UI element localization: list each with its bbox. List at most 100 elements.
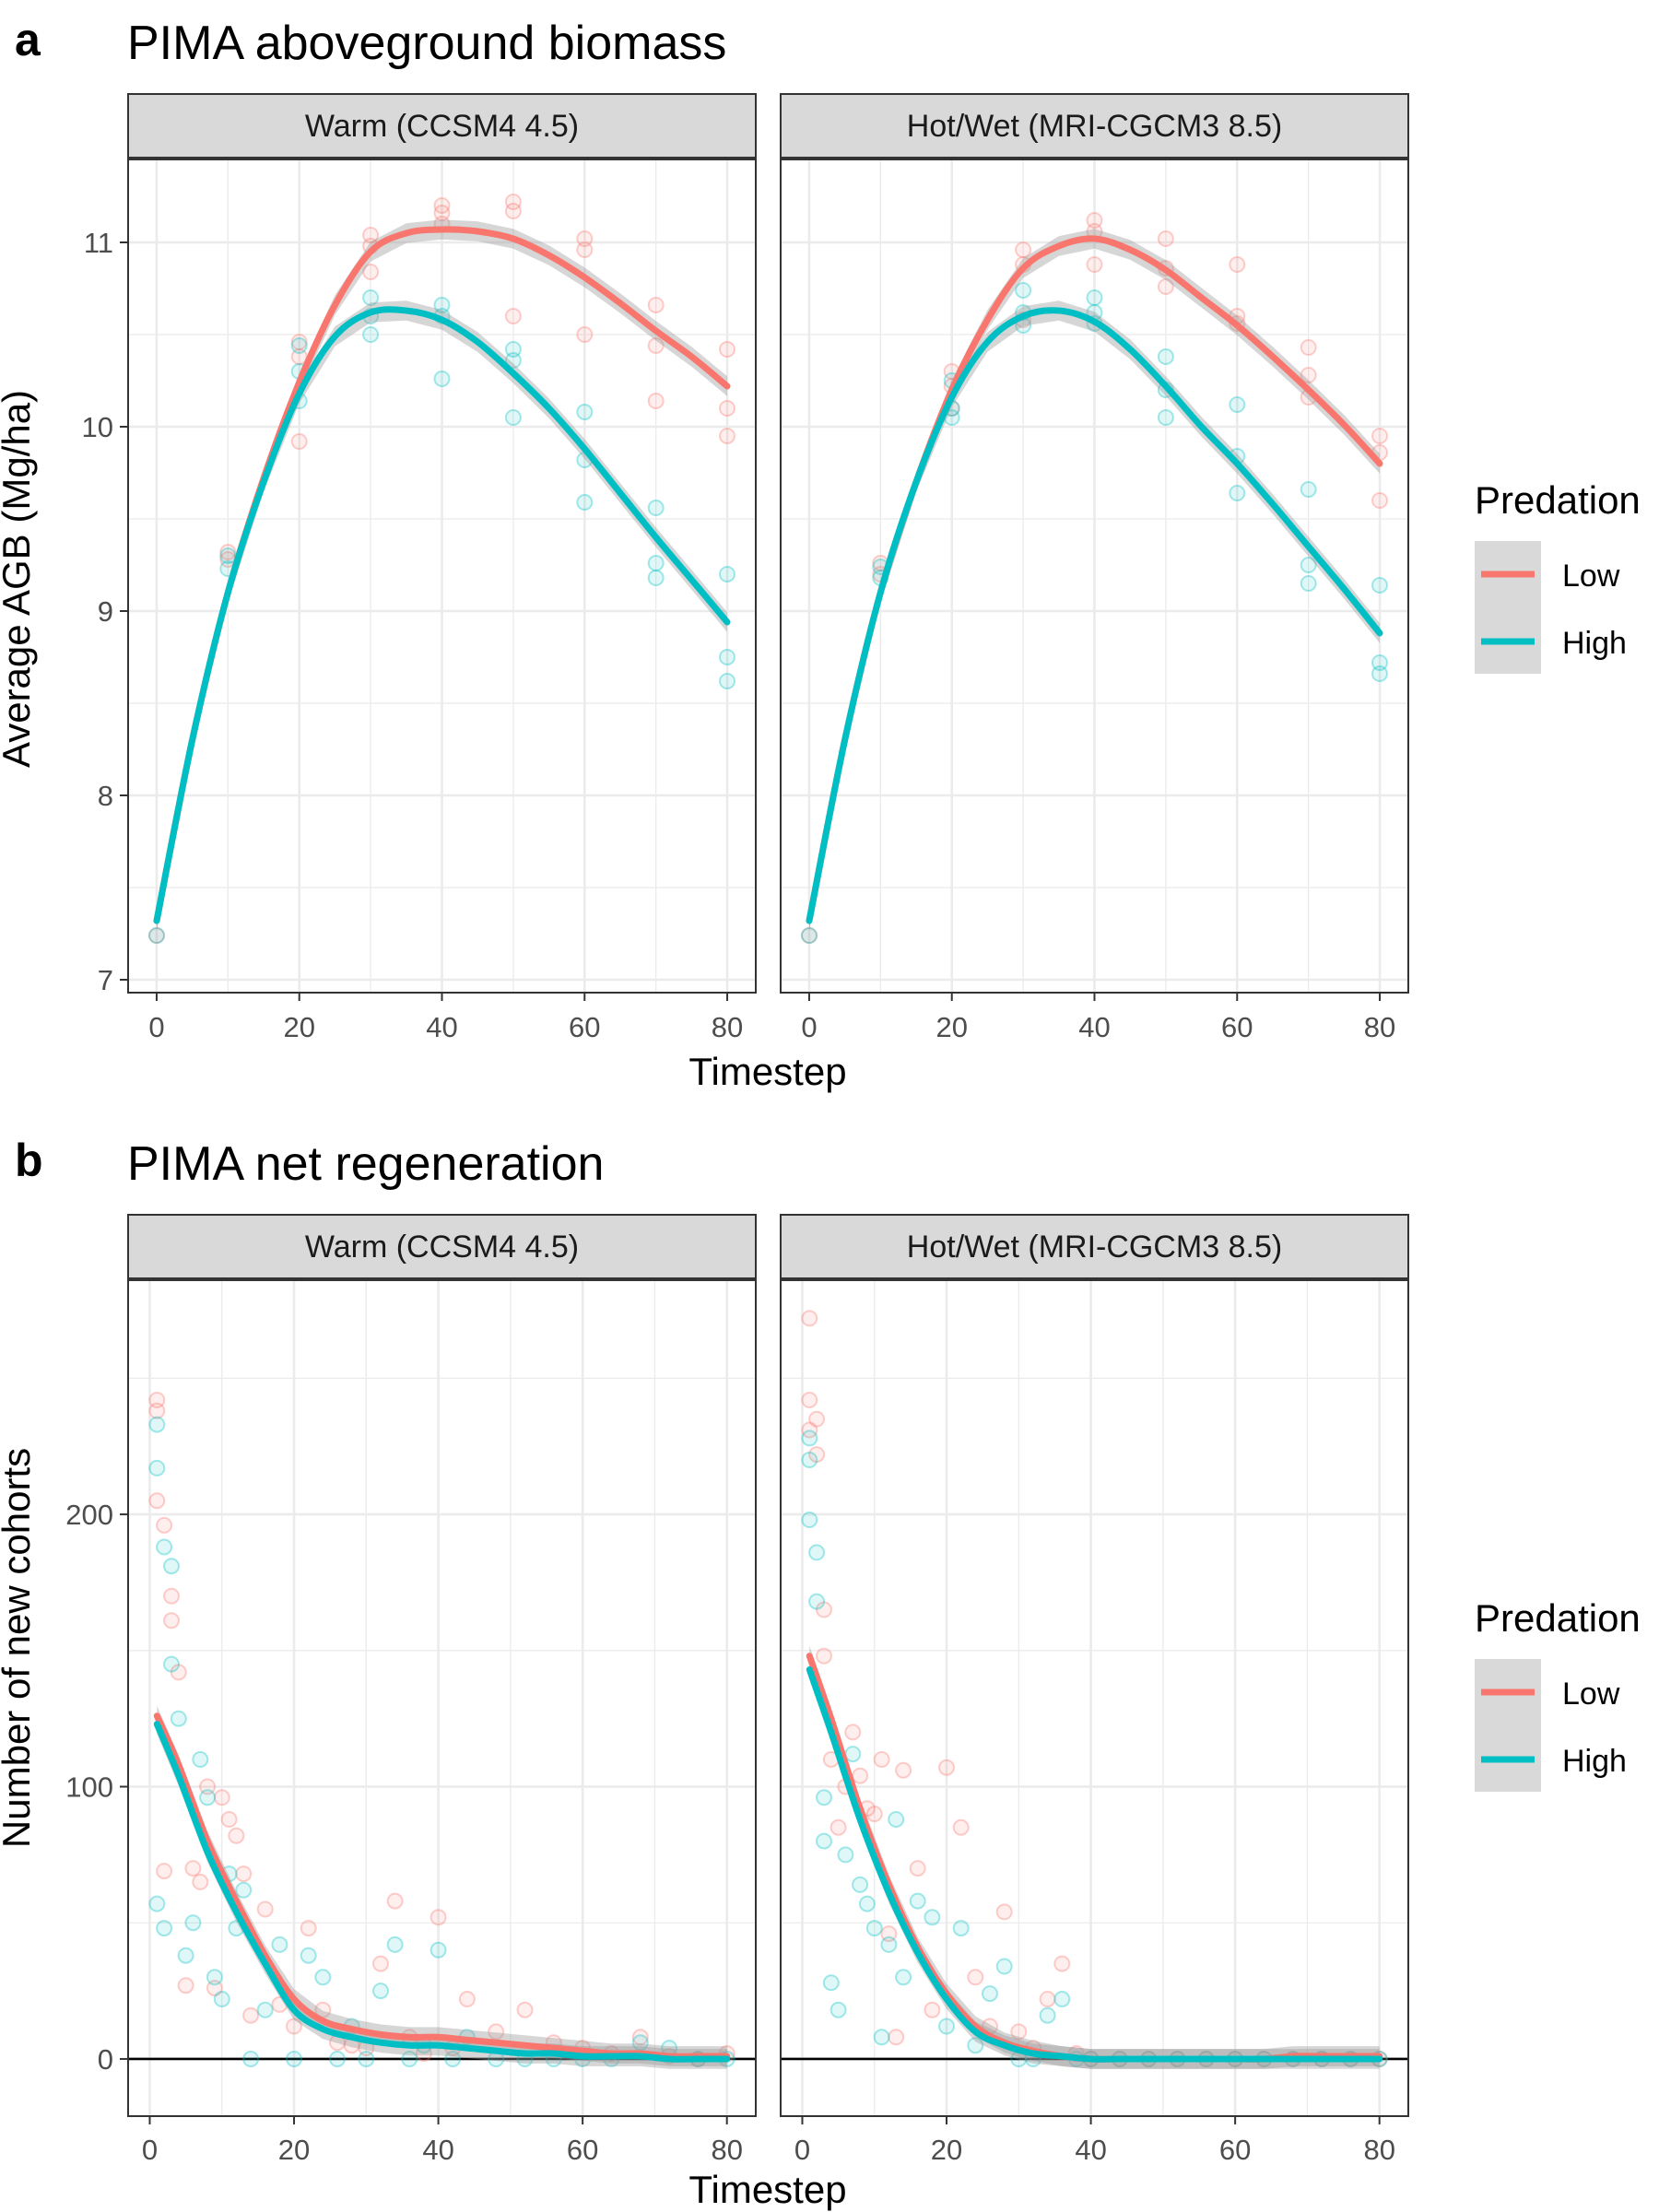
data-point-high <box>429 1941 447 1959</box>
data-point-low <box>576 241 594 258</box>
y-tick-label: 8 <box>98 780 113 812</box>
data-point-high <box>1157 348 1174 365</box>
data-point-low <box>719 341 735 358</box>
data-point-high <box>192 1751 209 1768</box>
data-point-low <box>177 1977 194 1994</box>
x-tick-label: 20 <box>278 2134 310 2166</box>
data-point-high <box>329 2051 346 2067</box>
data-point-high <box>148 1459 166 1477</box>
data-point-low <box>647 337 665 354</box>
data-point-low <box>816 1647 832 1665</box>
data-point-high <box>801 1452 818 1468</box>
data-point-high <box>938 2018 955 2035</box>
data-point-high <box>1300 557 1317 573</box>
data-point-low <box>433 197 451 214</box>
x-tick-label: 20 <box>935 1011 967 1043</box>
x-tick-label: 60 <box>1219 2134 1251 2166</box>
data-point-high <box>865 1920 883 1937</box>
legend-label-a-high: High <box>1562 626 1627 661</box>
legend-title-b: Predation <box>1475 1596 1641 1640</box>
data-point-low <box>808 1446 826 1464</box>
x-tick-label: 0 <box>142 2134 158 2166</box>
data-point-high <box>858 1895 876 1912</box>
panel-background <box>128 1280 756 2116</box>
data-point-low <box>488 2023 505 2041</box>
data-point-high <box>1229 396 1246 413</box>
legend-title-a: Predation <box>1475 478 1641 522</box>
data-point-high <box>1053 1991 1071 2007</box>
data-point-high <box>952 1920 970 1937</box>
data-point-low <box>290 334 308 350</box>
strip-bg-a-warm <box>127 93 757 159</box>
panel-border <box>780 1279 1409 2117</box>
data-point-low <box>504 203 522 219</box>
data-point-high <box>362 326 380 343</box>
x-tick-label: 40 <box>426 1011 457 1043</box>
data-point-low <box>228 1827 245 1844</box>
data-point-low <box>1053 1955 1071 1972</box>
y-tick-label: 9 <box>98 595 113 628</box>
data-point-low <box>148 1402 166 1419</box>
data-point-low <box>1300 367 1317 383</box>
data-point-high <box>647 500 665 516</box>
data-point-high <box>808 1593 826 1610</box>
panel-b-1: 0 20 40 60 80 0 100 200 <box>65 1279 757 2166</box>
data-point-low <box>719 400 735 417</box>
chart-title-b: PIMA net regeneration <box>127 1137 604 1191</box>
data-point-high <box>372 1983 389 2000</box>
x-tick-label: 80 <box>712 1011 743 1043</box>
data-point-high <box>177 1947 194 1964</box>
data-point-high <box>386 1936 404 1953</box>
strip-bg-b-warm <box>127 1214 757 1279</box>
data-point-high <box>1015 282 1032 299</box>
legend-label-b-low: Low <box>1562 1677 1620 1712</box>
x-tick-label: 60 <box>1221 1011 1253 1043</box>
plot-panels: 0 20 40 60 80 7 8 9 10 11 0 20 40 60 80 0 20 40 60 80 0 100 20… <box>65 159 1409 2166</box>
data-point-low <box>844 1724 862 1741</box>
data-point-high <box>576 494 594 511</box>
data-point-high <box>880 1936 898 1953</box>
data-point-high <box>148 1416 166 1433</box>
data-point-low <box>880 1925 898 1943</box>
data-point-low <box>163 1612 180 1630</box>
data-point-low <box>909 1860 926 1877</box>
data-point-high <box>816 1832 832 1850</box>
data-point-high <box>808 1544 826 1561</box>
data-point-low <box>386 1892 404 1910</box>
data-point-low <box>1086 212 1103 229</box>
data-point-high <box>873 2029 890 2046</box>
data-point-low <box>429 1909 447 1926</box>
strip-label-a-hotwet: Hot/Wet (MRI-CGCM3 8.5) <box>907 109 1282 144</box>
data-point-high <box>888 1811 905 1828</box>
data-point-high <box>801 1430 818 1447</box>
data-point-low <box>1371 428 1388 444</box>
data-point-low <box>1010 2023 1028 2041</box>
data-point-high <box>314 1969 332 1986</box>
data-point-high <box>242 2051 260 2067</box>
data-point-low <box>1039 1991 1056 2007</box>
data-point-high <box>170 1710 187 1727</box>
data-point-high <box>719 649 735 665</box>
data-point-low <box>433 205 451 221</box>
data-point-high <box>909 1892 926 1910</box>
data-point-high <box>199 1789 217 1806</box>
data-point-high <box>504 352 522 369</box>
data-point-high <box>256 2001 274 2018</box>
x-tick-label: 20 <box>931 2134 962 2166</box>
data-point-high <box>895 1969 912 1986</box>
data-point-low <box>362 264 380 280</box>
data-point-high <box>1371 577 1388 594</box>
data-point-high <box>206 1969 223 1986</box>
data-point-high <box>844 1746 862 1763</box>
data-point-low <box>576 230 594 247</box>
data-point-low <box>290 348 308 365</box>
data-point-low <box>995 1903 1013 1921</box>
data-point-high <box>184 1914 202 1932</box>
x-tick-label: 40 <box>1078 1011 1110 1043</box>
x-tick-label: 0 <box>148 1011 164 1043</box>
x-axis-title-a: Timestep <box>688 1050 846 1093</box>
data-point-low <box>865 1806 883 1823</box>
panel-a-2: 0 20 40 60 80 <box>780 159 1409 1043</box>
data-point-low <box>1157 278 1174 295</box>
